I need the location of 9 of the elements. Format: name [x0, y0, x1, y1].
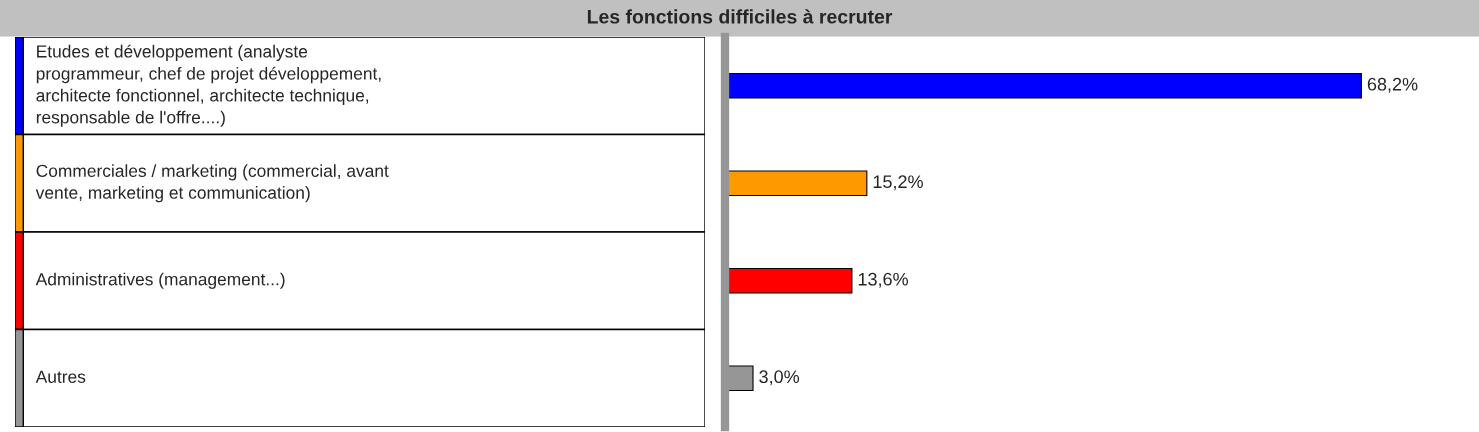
y-tick-label: Etudes et développement (analyste programmeur, chef de projet développement, architecte fonctionnel, architecte technique, responsable de l'offre....): [36, 44, 381, 127]
data-label: 68,2%: [1367, 77, 1418, 93]
chart-title: Les fonctions difficiles à recruter: [587, 9, 893, 24]
data-label: 15,2%: [873, 175, 923, 191]
data-label: 3,0%: [759, 370, 800, 386]
y-tick-label: Commerciales / marketing (commercial, avant vente, marketing et communication): [35, 164, 389, 203]
data-label: 13,6%: [858, 272, 909, 288]
y-tick-label: Autres: [35, 370, 86, 383]
y-tick-label: Administratives (management...): [35, 272, 285, 289]
